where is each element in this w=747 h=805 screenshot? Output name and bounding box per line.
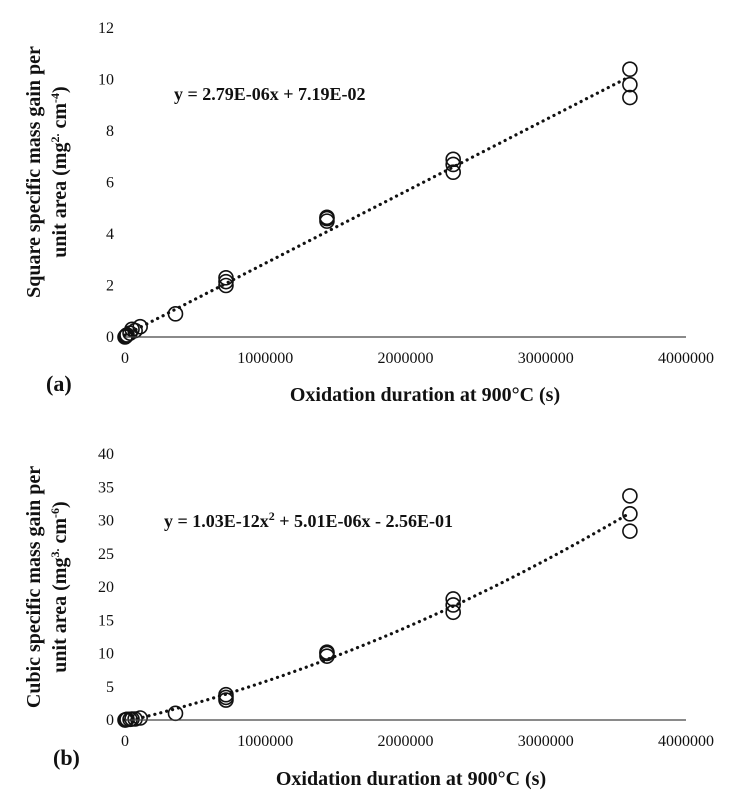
data-point <box>218 269 234 286</box>
y-tick-labels-a: 0 2 4 6 8 10 12 <box>98 20 114 346</box>
y-tick-label: 0 <box>106 329 114 346</box>
data-point <box>132 710 148 726</box>
data-point <box>622 506 638 522</box>
data-point <box>622 61 638 77</box>
data-point <box>622 488 638 504</box>
data-point <box>445 151 461 168</box>
data-point <box>127 711 143 727</box>
y-tick-label: 30 <box>98 513 114 530</box>
y-tick-label: 5 <box>106 679 114 696</box>
panel-label-b: (b) <box>53 745 80 770</box>
x-tick-labels-a: 0 1000000 2000000 3000000 4000000 <box>121 350 714 367</box>
data-point <box>218 686 234 703</box>
panel-b: 0 5 10 15 20 25 30 35 40 0 1000000 2000000 3000000 4… <box>23 446 714 790</box>
trendline <box>123 74 632 337</box>
data-point <box>167 306 184 322</box>
x-tick-label: 4000000 <box>658 350 714 367</box>
x-tick-label: 2000000 <box>378 733 434 750</box>
data-point <box>319 209 335 226</box>
x-tick-label: 3000000 <box>518 733 574 750</box>
x-tick-label: 0 <box>121 733 129 750</box>
x-axis-title-a: Oxidation duration at 900°C (s) <box>290 384 560 406</box>
y-axis-title-b-line2: unit area (mg3. cm-6) <box>48 501 71 672</box>
data-point <box>622 523 638 539</box>
y-tick-label: 0 <box>106 712 114 729</box>
y-tick-label: 4 <box>106 226 114 243</box>
x-tick-label: 1000000 <box>237 733 293 750</box>
y-tick-label: 2 <box>106 278 114 295</box>
data-point <box>319 644 335 660</box>
y-axis-title-a: Square specific mass gain per <box>23 46 45 298</box>
data-point <box>167 705 184 722</box>
data-points-a <box>117 61 638 345</box>
y-tick-label: 15 <box>98 612 114 629</box>
y-axis-title-a-line2: unit area (mg2. cm-4) <box>48 86 71 257</box>
data-point <box>445 597 461 613</box>
data-point <box>622 76 638 93</box>
data-point <box>445 156 461 173</box>
y-tick-label: 10 <box>98 72 114 89</box>
data-point <box>445 591 461 607</box>
y-tick-label: 6 <box>106 175 114 192</box>
data-point <box>622 89 638 106</box>
y-tick-label: 12 <box>98 20 114 37</box>
x-tick-label: 1000000 <box>237 350 293 367</box>
data-point <box>218 277 234 294</box>
x-tick-label: 0 <box>121 350 129 367</box>
trendline-a <box>123 74 632 337</box>
trendline <box>123 511 632 722</box>
equation-a: y = 2.79E-06x + 7.19E-02 <box>174 84 366 104</box>
y-axis-title-b: Cubic specific mass gain per <box>23 466 45 708</box>
y-tick-label: 8 <box>106 123 114 140</box>
y-tick-label: 40 <box>98 446 114 463</box>
equation-b: y = 1.03E-12x2 + 5.01E-06x - 2.56E-01 <box>164 509 453 531</box>
y-tick-label: 25 <box>98 546 114 563</box>
x-axis-title-b: Oxidation duration at 900°C (s) <box>276 768 546 790</box>
trendline-b <box>123 511 632 722</box>
x-tick-label: 2000000 <box>378 350 434 367</box>
data-point <box>218 273 234 290</box>
x-tick-labels-b: 0 1000000 2000000 3000000 4000000 <box>121 733 714 750</box>
x-tick-label: 3000000 <box>518 350 574 367</box>
y-tick-labels-b: 0 5 10 15 20 25 30 35 40 <box>98 446 114 729</box>
panel-label-a: (a) <box>46 371 72 396</box>
data-point <box>119 327 135 343</box>
data-point <box>445 164 461 180</box>
y-tick-label: 20 <box>98 579 114 596</box>
y-tick-label: 10 <box>98 646 114 663</box>
y-tick-label: 35 <box>98 479 114 496</box>
data-point <box>132 318 148 335</box>
data-points-b <box>117 488 638 728</box>
x-tick-label: 4000000 <box>658 733 714 750</box>
